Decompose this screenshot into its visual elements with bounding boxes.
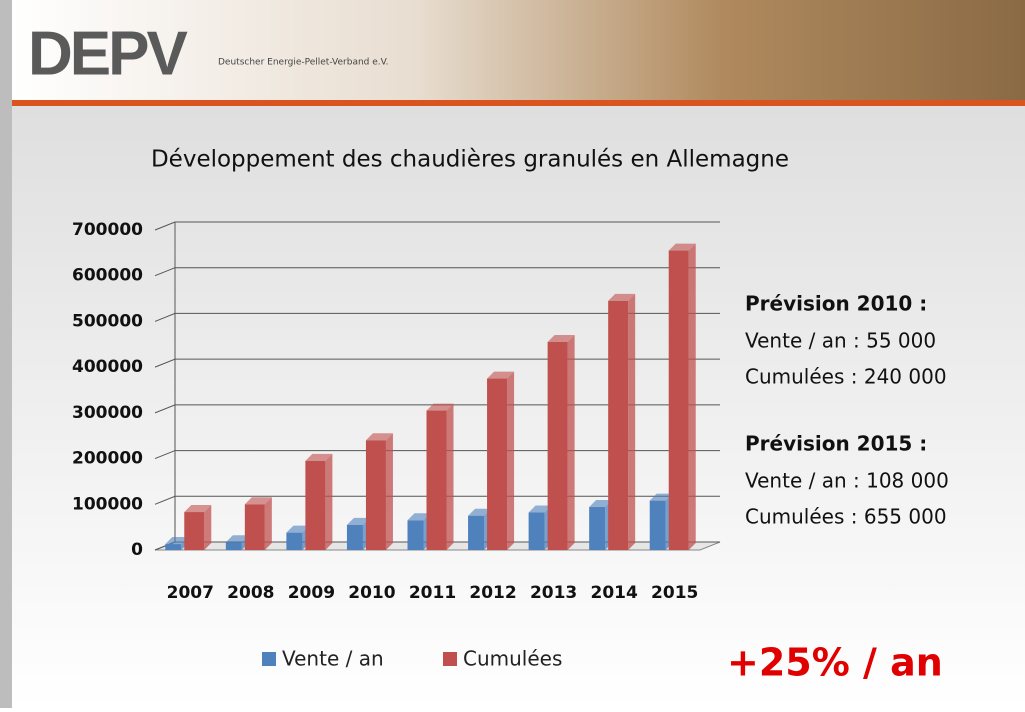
bar — [669, 251, 689, 550]
x-tick-label: 2011 — [409, 583, 456, 603]
y-tick-label: 500000 — [72, 311, 143, 331]
bar — [165, 544, 181, 550]
bar — [245, 504, 265, 550]
logo: DEPV — [28, 19, 187, 88]
x-tick-label: 2015 — [651, 583, 698, 603]
bar — [184, 512, 204, 550]
x-tick-label: 2012 — [469, 583, 516, 603]
header-rule — [12, 100, 1025, 106]
bar — [608, 301, 628, 550]
slide: DEPV Deutscher Energie-Pellet-Verband e.… — [0, 0, 1025, 708]
annotation: Vente / an : 55 000 — [745, 329, 936, 353]
bar — [468, 516, 484, 550]
x-tick-label: 2014 — [591, 583, 638, 603]
legend-label: Cumulées — [463, 647, 562, 671]
bar — [347, 525, 363, 550]
bar — [408, 520, 424, 550]
bar — [305, 461, 325, 550]
y-tick-label: 200000 — [72, 449, 143, 469]
bar-side — [204, 505, 211, 550]
page: DEPV Deutscher Energie-Pellet-Verband e.… — [0, 0, 1025, 712]
bar — [650, 501, 666, 550]
bar — [548, 342, 568, 550]
bar-side — [507, 372, 514, 550]
bar-side — [628, 294, 635, 550]
bar-side — [689, 244, 696, 550]
chart-title: Développement des chaudières granulés en… — [151, 147, 789, 173]
bar — [226, 542, 242, 550]
bar-side — [325, 454, 332, 550]
bar-side — [568, 335, 575, 550]
x-tick-label: 2009 — [288, 583, 335, 603]
y-tick-label: 700000 — [72, 220, 143, 240]
y-tick-label: 400000 — [72, 357, 143, 377]
y-tick-label: 100000 — [72, 494, 143, 514]
annotation: Vente / an : 108 000 — [745, 469, 949, 493]
bar-side — [447, 404, 454, 550]
legend-swatch — [262, 652, 276, 666]
annotation: Prévision 2010 : — [745, 292, 927, 316]
y-tick-label: 0 — [131, 540, 143, 560]
y-tick-label: 300000 — [72, 403, 143, 423]
annotation: Prévision 2015 : — [745, 432, 927, 456]
x-tick-label: 2008 — [227, 583, 274, 603]
x-tick-label: 2007 — [167, 583, 214, 603]
x-tick-label: 2010 — [348, 583, 395, 603]
org-name: Deutscher Energie-Pellet-Verband e.V. — [218, 58, 389, 68]
bar — [487, 379, 507, 550]
legend-swatch — [443, 652, 457, 666]
legend-label: Vente / an — [282, 647, 384, 671]
bar — [427, 411, 447, 550]
annotation: Cumulées : 240 000 — [745, 365, 947, 389]
left-border — [0, 0, 12, 708]
y-tick-label: 600000 — [72, 266, 143, 286]
bar — [286, 533, 302, 550]
highlight: +25% / an — [727, 641, 943, 685]
bar-side — [265, 497, 272, 550]
bar — [589, 507, 605, 550]
annotation: Cumulées : 655 000 — [745, 505, 947, 529]
bar — [529, 513, 545, 550]
x-tick-label: 2013 — [530, 583, 577, 603]
bar — [366, 440, 386, 550]
bar-side — [386, 433, 393, 550]
